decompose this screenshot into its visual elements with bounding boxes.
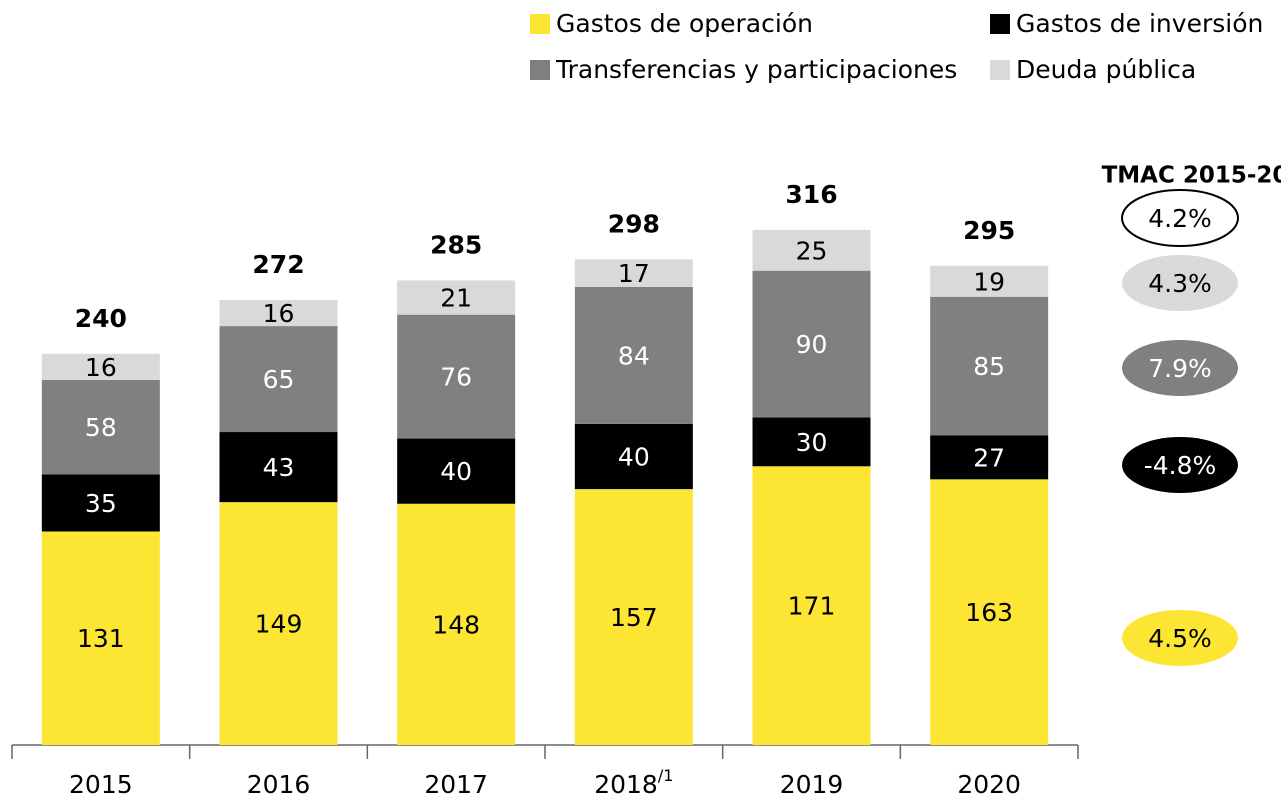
segment-label: 90 <box>796 330 828 359</box>
segment-label: 16 <box>263 299 295 328</box>
legend-swatch <box>990 60 1010 80</box>
bar-segment <box>41 531 160 745</box>
cagr-bubble <box>1122 255 1238 311</box>
segment-label: 163 <box>965 598 1013 627</box>
bar-segment <box>752 466 871 745</box>
bar-segment <box>397 438 516 504</box>
legend-label: Transferencias y participaciones <box>555 55 957 84</box>
bar-segment <box>219 502 338 745</box>
bar-segment <box>930 435 1049 480</box>
segment-label: 157 <box>610 603 658 632</box>
segment-label: 25 <box>796 236 828 265</box>
total-label: 295 <box>963 216 1015 245</box>
bar-segment <box>219 300 338 327</box>
total-label: 298 <box>608 209 660 238</box>
segment-label: 85 <box>973 352 1005 381</box>
cagr-bubble <box>1122 437 1238 493</box>
total-label: 316 <box>785 180 837 209</box>
x-tick-label: 2015 <box>69 770 133 799</box>
bar-segment <box>930 296 1049 436</box>
category: 2017 <box>424 770 488 799</box>
bar-segment <box>752 417 871 467</box>
segment-label: 40 <box>440 457 472 486</box>
cagr-bubble <box>1122 340 1238 396</box>
total-label: 272 <box>252 250 304 279</box>
cagr-title: TMAC 2015-20 <box>1102 163 1281 189</box>
total-label: 285 <box>430 230 482 259</box>
bar-segment <box>574 286 693 424</box>
bar-segment <box>219 432 338 503</box>
bar-segment <box>397 503 516 745</box>
legend-label: Gastos de operación <box>556 9 813 38</box>
x-tick-label: 2020 <box>957 770 1021 799</box>
legend-label: Deuda pública <box>1016 55 1196 84</box>
segment-label: 149 <box>255 610 303 639</box>
bar-segment <box>574 423 693 490</box>
x-tick-label: 2017 <box>424 770 488 799</box>
legend-swatch <box>990 14 1010 34</box>
x-tick-label: 2018/1 <box>594 766 673 800</box>
category: 2018 <box>594 770 658 799</box>
category-footnote: /1 <box>658 766 674 785</box>
segment-label: 131 <box>77 624 125 653</box>
cagr-label: 4.5% <box>1148 624 1212 653</box>
segment-label: 19 <box>973 267 1005 296</box>
segment-label: 171 <box>788 592 836 621</box>
segment-label: 76 <box>440 363 472 392</box>
segment-label: 43 <box>263 453 295 482</box>
x-tick-label: 2016 <box>247 770 311 799</box>
segment-label: 84 <box>618 341 650 370</box>
segment-label: 148 <box>432 610 480 639</box>
bar-segment <box>574 259 693 287</box>
bar-segment <box>41 474 160 532</box>
cagr-bubble <box>1122 610 1238 666</box>
cagr-total-label: 4.2% <box>1148 204 1212 233</box>
segment-label: 58 <box>85 413 117 442</box>
bar-segment <box>574 489 693 745</box>
segment-label: 35 <box>85 489 117 518</box>
legend-swatch <box>530 14 550 34</box>
cagr-total-bubble <box>1121 189 1239 247</box>
category: 2019 <box>780 770 844 799</box>
category: 2020 <box>957 770 1021 799</box>
category: 2015 <box>69 770 133 799</box>
bar-segment <box>930 479 1049 745</box>
segment-label: 30 <box>796 428 828 457</box>
segment-label: 40 <box>618 442 650 471</box>
bar-segment <box>219 326 338 433</box>
bar-segment <box>397 314 516 439</box>
legend-label: Gastos de inversión <box>1016 9 1263 38</box>
segment-label: 21 <box>440 284 472 313</box>
total-label: 240 <box>75 304 127 333</box>
bar-segment <box>752 270 871 418</box>
bar-segment <box>41 379 160 475</box>
legend-swatch <box>530 60 550 80</box>
segment-label: 27 <box>973 443 1005 472</box>
cagr-label: -4.8% <box>1144 451 1217 480</box>
bar-segment <box>752 229 871 271</box>
bar-segment <box>397 280 516 315</box>
bar-segment <box>41 353 160 380</box>
cagr-label: 4.3% <box>1148 269 1212 298</box>
segment-label: 17 <box>618 259 650 288</box>
category: 2016 <box>247 770 311 799</box>
cagr-label: 7.9% <box>1148 354 1212 383</box>
bar-segment <box>930 265 1049 297</box>
segment-label: 16 <box>85 353 117 382</box>
segment-label: 65 <box>263 365 295 394</box>
x-tick-label: 2019 <box>780 770 844 799</box>
